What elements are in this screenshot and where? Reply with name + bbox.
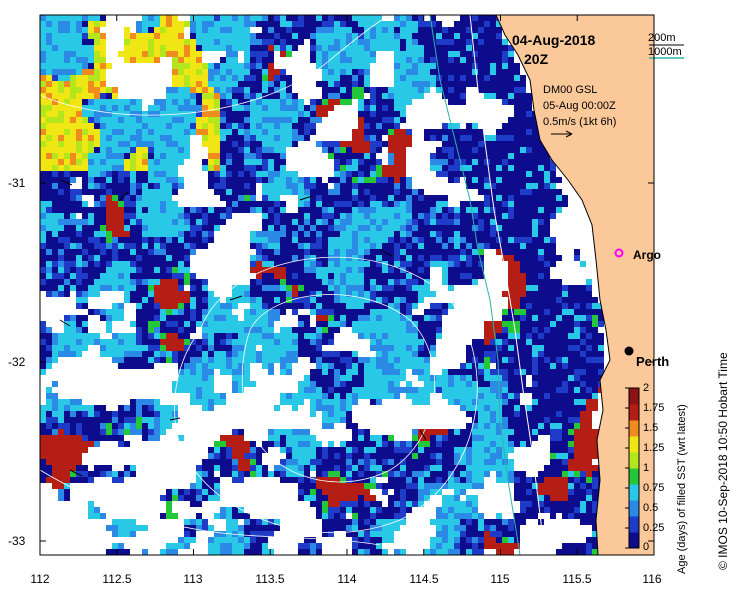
- legend-200m-label: 200m: [648, 32, 676, 44]
- x-tick-label: 112: [30, 572, 49, 586]
- model-name-label: DM00 GSL: [543, 84, 597, 96]
- sst-age-map-figure: [0, 0, 739, 592]
- y-tick-label: -33: [8, 534, 25, 548]
- perth-marker: [625, 347, 634, 356]
- colorbar-tick-label: 1.25: [643, 442, 664, 454]
- colorbar-tick-label: 0: [643, 541, 649, 553]
- x-tick-label: 113.5: [255, 572, 284, 586]
- model-time-label: 05-Aug 00:00Z: [543, 100, 616, 112]
- map-time-label: 20Z: [524, 51, 548, 67]
- x-tick-label: 113: [183, 572, 202, 586]
- x-tick-label: 112.5: [102, 572, 131, 586]
- x-tick-label: 116: [642, 572, 661, 586]
- colorbar-segment: [629, 404, 639, 421]
- x-tick-label: 115: [490, 572, 509, 586]
- y-tick-label: -31: [8, 176, 25, 190]
- colorbar-segment: [629, 468, 639, 485]
- legend-1000m-label: 1000m: [648, 46, 682, 58]
- colorbar-segment: [629, 436, 639, 453]
- argo-label: Argo: [633, 248, 661, 262]
- x-tick-label: 114.5: [409, 572, 438, 586]
- x-tick-label: 115.5: [562, 572, 591, 586]
- map-date-label: 04-Aug-2018: [512, 32, 595, 48]
- colorbar-segment: [629, 516, 639, 533]
- x-tick-label: 114: [337, 572, 356, 586]
- y-tick-label: -32: [8, 355, 25, 369]
- velocity-scale-label: 0.5m/s (1kt 6h): [543, 116, 616, 128]
- colorbar-segment: [629, 484, 639, 501]
- colorbar-segment: [629, 420, 639, 437]
- colorbar-segment: [629, 532, 639, 549]
- colorbar-tick-label: 0.25: [643, 522, 664, 534]
- colorbar-tick-label: 0.5: [643, 502, 658, 514]
- perth-label: Perth: [636, 354, 669, 369]
- colorbar-title: Age (days) of filled SST (wrt latest): [676, 404, 688, 574]
- colorbar-tick-label: 1.75: [643, 402, 664, 414]
- colorbar-tick-label: 0.75: [643, 482, 664, 494]
- colorbar-segment: [629, 452, 639, 469]
- colorbar-tick-label: 1: [643, 462, 649, 474]
- colorbar-tick-label: 1.5: [643, 422, 658, 434]
- colorbar-tick-label: 2: [643, 382, 649, 394]
- imos-credit: © IMOS 10-Sep-2018 10:50 Hobart Time: [716, 352, 730, 570]
- colorbar-segment: [629, 388, 639, 405]
- colorbar-segment: [629, 500, 639, 517]
